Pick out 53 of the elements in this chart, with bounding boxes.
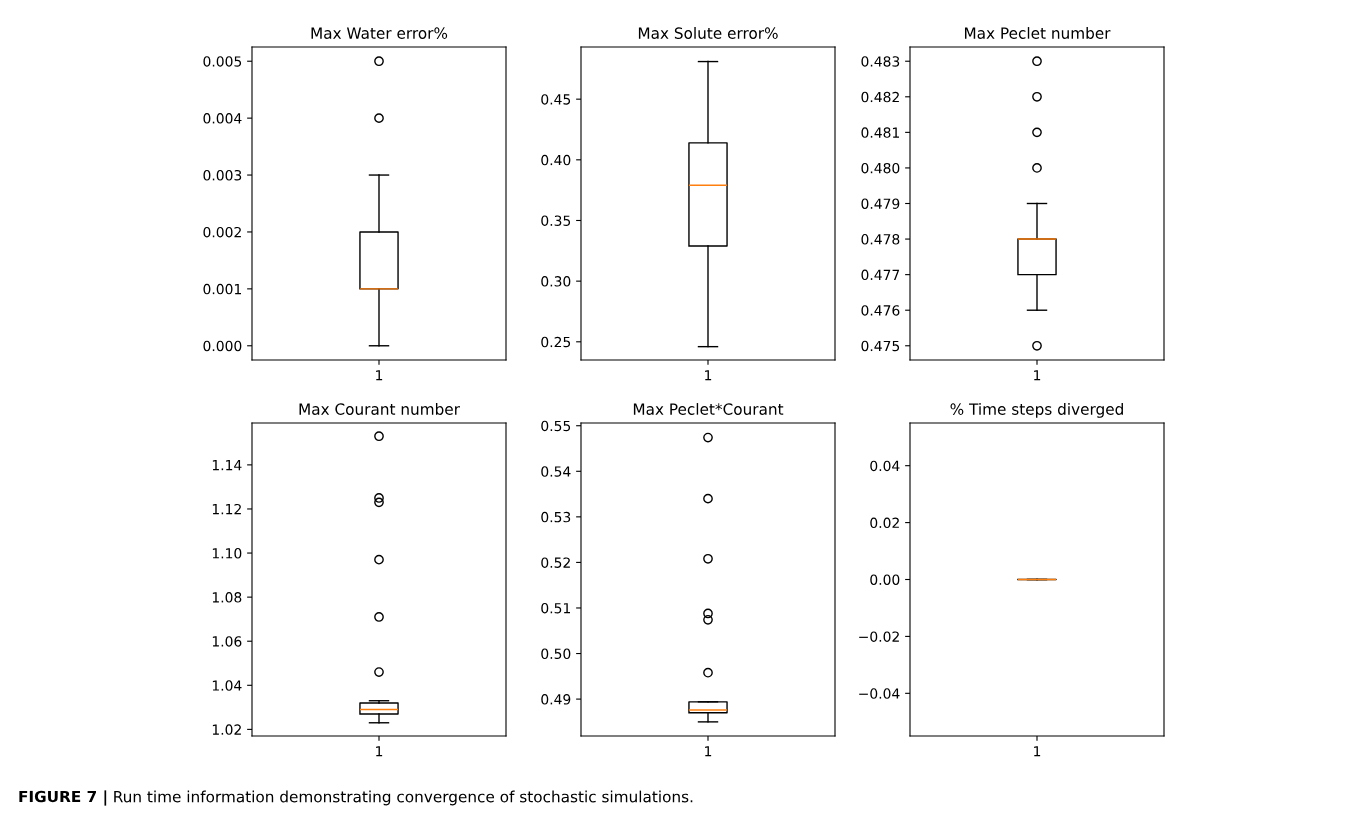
y-tick-label: 0.001: [203, 283, 241, 295]
caption: FIGURE 7 |: [19, 790, 107, 806]
y-tick-label: 0.00: [870, 574, 900, 585]
y-tick-label: 0.52: [541, 557, 570, 568]
y-tick-label: 0.483: [861, 56, 900, 67]
x-tick-label: 1: [1034, 746, 1041, 757]
chart-title: Max Peclet*Courant: [633, 403, 784, 415]
y-tick-label: 0.50: [541, 648, 571, 660]
y-tick-label: 1.06: [212, 636, 242, 647]
y-tick-label: 0.30: [541, 276, 571, 287]
chart-title: Max Peclet number: [964, 27, 1111, 39]
chart-title: Max Water error%: [311, 27, 448, 39]
y-tick-label: 1.14: [212, 460, 242, 471]
x-tick-label: 1: [376, 746, 383, 757]
y-tick-label: 0.45: [541, 94, 571, 105]
y-tick-label: 0.482: [861, 91, 899, 103]
y-tick-label: 1.04: [212, 680, 242, 691]
y-tick-label: −0.02: [859, 631, 899, 642]
y-tick-label: −0.04: [859, 688, 900, 699]
y-tick-label: 0.35: [541, 215, 571, 226]
y-tick-label: 0.04: [870, 460, 900, 472]
y-tick-label: 0.02: [870, 517, 899, 529]
y-tick-label: 0.54: [541, 466, 571, 477]
y-tick-label: 0.53: [541, 511, 571, 523]
y-tick-label: 1.08: [212, 592, 242, 603]
y-tick-label: 0.002: [203, 226, 241, 238]
y-tick-label: 1.10: [212, 548, 242, 559]
y-tick-label: 0.25: [541, 336, 571, 348]
y-tick-label: 1.02: [212, 724, 241, 735]
x-tick-label: 1: [1034, 370, 1041, 381]
chart-title: Max Solute error%: [638, 27, 778, 39]
chart-title: Max Courant number: [299, 403, 460, 415]
x-tick-label: 1: [705, 370, 712, 381]
y-tick-label: 1.12: [212, 503, 241, 515]
text: Run time information demonstrating convergence of stochastic simulations.: [114, 790, 693, 806]
y-tick-label: 0.480: [861, 162, 900, 174]
x-tick-label: 1: [376, 370, 383, 381]
y-tick-label: 0.479: [861, 198, 900, 209]
y-tick-label: 0.481: [861, 127, 899, 138]
y-tick-label: 0.476: [861, 305, 900, 316]
chart-title: % Time steps diverged: [950, 403, 1123, 418]
y-tick-label: 0.49: [541, 694, 571, 705]
y-tick-label: 0.40: [541, 154, 571, 166]
y-tick-label: 0.000: [203, 340, 242, 352]
y-tick-label: 0.475: [861, 340, 900, 352]
x-tick-label: 1: [705, 746, 712, 757]
y-tick-label: 0.003: [203, 170, 242, 181]
y-tick-label: 0.477: [861, 269, 900, 281]
y-tick-label: 0.005: [203, 56, 242, 67]
y-tick-label: 0.004: [203, 113, 242, 124]
y-tick-label: 0.51: [541, 602, 570, 614]
y-tick-label: 0.478: [861, 234, 900, 245]
y-tick-label: 0.55: [541, 420, 571, 432]
